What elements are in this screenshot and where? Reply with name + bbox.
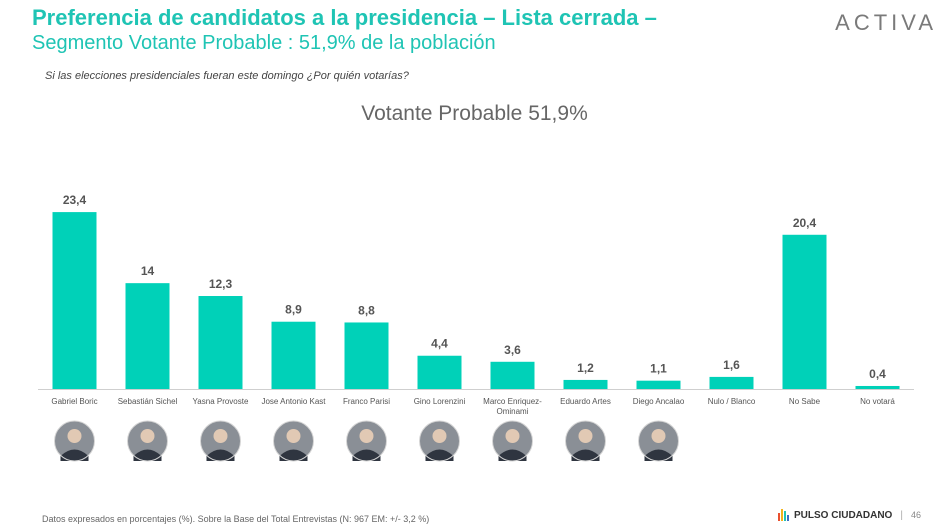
category-label-line: Gino Lorenzini — [414, 397, 466, 406]
photo-face — [67, 429, 82, 443]
photo-face — [505, 429, 520, 443]
survey-question: Si las elecciones presidenciales fueran … — [45, 70, 409, 82]
data-label: 8,8 — [358, 303, 375, 317]
category-label: No votará — [860, 397, 895, 406]
category-label-line: Jose Antonio Kast — [261, 397, 326, 406]
photo-border — [492, 420, 533, 462]
photo-face — [359, 429, 374, 443]
category-label-line: Gabriel Boric — [51, 397, 97, 406]
photo-face — [651, 429, 666, 443]
photo-body — [644, 449, 673, 461]
bar — [782, 234, 827, 389]
category-label: No Sabe — [789, 397, 821, 406]
category-label-line: Nulo / Blanco — [708, 397, 756, 406]
data-label: 0,4 — [869, 367, 886, 381]
data-label: 1,1 — [650, 362, 667, 376]
category-label: Gino Lorenzini — [414, 397, 466, 406]
bar — [125, 283, 170, 389]
photo-border — [127, 420, 168, 462]
bar — [563, 379, 608, 389]
category-label: Diego Ancalao — [633, 397, 685, 406]
category-label-line: Ominami — [496, 407, 528, 416]
bar — [490, 361, 535, 389]
category-label-line: Marco Enriquez- — [483, 397, 542, 406]
category-label-line: Sebastián Sichel — [118, 397, 178, 406]
photo-border — [346, 420, 387, 462]
category-label: Franco Parisi — [343, 397, 390, 406]
footer-separator: | — [900, 509, 903, 521]
data-label: 8,9 — [285, 303, 302, 317]
photo-body — [60, 449, 89, 461]
category-label: Eduardo Artes — [560, 397, 611, 406]
photo-border — [419, 420, 460, 462]
photo-body — [498, 449, 527, 461]
photo-body — [206, 449, 235, 461]
photo-body — [571, 449, 600, 461]
photo-body — [352, 449, 381, 461]
category-label: Gabriel Boric — [51, 397, 97, 406]
page-title: Preferencia de candidatos a la presidenc… — [32, 5, 657, 30]
category-label: Sebastián Sichel — [118, 397, 178, 406]
pulso-logo-text: PULSO CIUDADANO — [794, 509, 893, 521]
category-label-line: No votará — [860, 397, 895, 406]
photo-face — [578, 429, 593, 443]
photo-border — [273, 420, 314, 462]
bar — [855, 385, 900, 389]
data-label: 1,2 — [577, 361, 594, 375]
category-label-line: Eduardo Artes — [560, 397, 611, 406]
category-label-line: Franco Parisi — [343, 397, 390, 406]
category-label-line: Yasna Provoste — [193, 397, 249, 406]
category-label: Marco Enriquez-Ominami — [483, 397, 542, 416]
data-label: 23,4 — [63, 193, 87, 207]
data-label: 3,6 — [504, 343, 521, 357]
pulso-bars-icon — [778, 509, 790, 521]
chart-title: Votante Probable 51,9% — [361, 102, 588, 125]
category-label-line: No Sabe — [789, 397, 821, 406]
category-label: Jose Antonio Kast — [261, 397, 326, 406]
data-label: 20,4 — [793, 216, 817, 230]
category-label-line: Diego Ancalao — [633, 397, 685, 406]
page-subtitle: Segmento Votante Probable : 51,9% de la … — [32, 32, 496, 54]
photo-face — [140, 429, 155, 443]
data-label: 1,6 — [723, 358, 740, 372]
category-label: Nulo / Blanco — [708, 397, 756, 406]
category-label: Yasna Provoste — [193, 397, 249, 406]
photo-face — [286, 429, 301, 443]
data-label: 12,3 — [209, 277, 233, 291]
photo-body — [279, 449, 308, 461]
bar — [636, 380, 681, 389]
photo-border — [638, 420, 679, 462]
bar — [271, 321, 316, 389]
bar — [198, 296, 243, 389]
photo-face — [213, 429, 228, 443]
photo-border — [565, 420, 606, 462]
footnote: Datos expresados en porcentajes (%). Sob… — [42, 514, 430, 524]
pulso-ciudadano-logo: PULSO CIUDADANO | 46 — [778, 509, 921, 521]
activa-logo: ACTIVA — [835, 10, 937, 35]
data-label: 14 — [141, 264, 155, 278]
bar — [709, 376, 754, 389]
bar — [417, 355, 462, 389]
photo-face — [432, 429, 447, 443]
data-label: 4,4 — [431, 337, 448, 351]
bar — [344, 322, 389, 389]
page-number: 46 — [910, 510, 921, 520]
photo-body — [133, 449, 162, 461]
photo-border — [200, 420, 241, 462]
bar — [52, 212, 97, 389]
photo-body — [425, 449, 454, 461]
photo-border — [54, 420, 95, 462]
